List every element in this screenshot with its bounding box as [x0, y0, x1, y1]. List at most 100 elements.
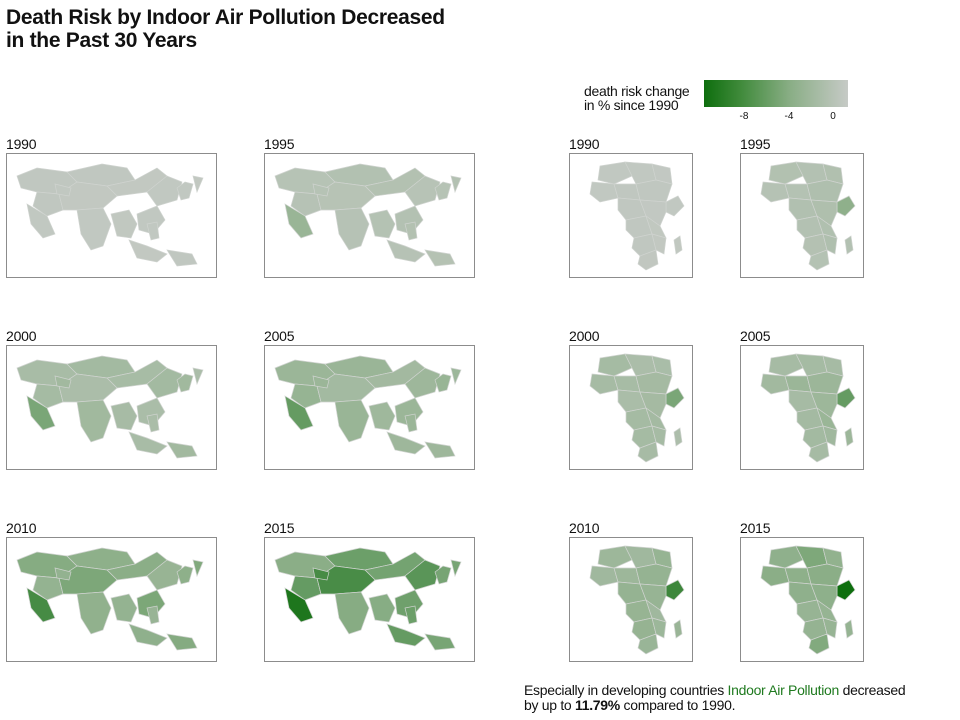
- country-region: [822, 233, 838, 255]
- africa-panel-label-2005: 2005: [740, 328, 771, 344]
- country-region: [316, 565, 376, 595]
- country-region: [424, 633, 456, 651]
- country-region: [166, 441, 198, 459]
- country-region: [597, 353, 633, 377]
- country-region: [613, 183, 641, 201]
- country-region: [26, 203, 56, 239]
- country-region: [32, 383, 64, 409]
- country-region: [784, 375, 812, 393]
- country-region: [146, 221, 160, 241]
- africa-panel-label-2000: 2000: [569, 328, 600, 344]
- asia-panel-label-1995: 1995: [264, 136, 295, 152]
- asia-map-panel-2015: [264, 537, 475, 662]
- country-region: [32, 191, 64, 217]
- country-region: [58, 181, 118, 211]
- country-region: [635, 179, 673, 203]
- country-region: [806, 371, 844, 395]
- country-region: [404, 605, 418, 625]
- country-region: [768, 353, 804, 377]
- country-region: [334, 207, 370, 251]
- asia-panel-label-2005: 2005: [264, 328, 295, 344]
- color-legend: death risk change in % since 1990 -8 -4 …: [580, 80, 860, 124]
- country-region: [386, 239, 426, 263]
- africa-panel-label-1990: 1990: [569, 136, 600, 152]
- country-region: [26, 587, 56, 623]
- country-region: [136, 589, 166, 619]
- country-region: [334, 399, 370, 443]
- country-region: [424, 249, 456, 267]
- country-region: [394, 589, 424, 619]
- country-region: [589, 565, 619, 587]
- country-region: [386, 431, 426, 455]
- country-region: [404, 413, 418, 433]
- caption-line-1: Especially in developing countries Indoo…: [524, 682, 906, 698]
- country-region: [673, 235, 683, 255]
- country-region: [176, 373, 194, 393]
- country-region: [110, 593, 138, 623]
- legend-title-line-2: in % since 1990: [584, 97, 679, 113]
- country-region: [316, 373, 376, 403]
- asia-panel-label-2000: 2000: [6, 328, 37, 344]
- country-region: [76, 591, 112, 635]
- legend-tick-mark: [833, 107, 834, 111]
- caption-value: 11.79%: [575, 697, 620, 713]
- map-svg: [760, 545, 856, 655]
- country-region: [290, 191, 322, 217]
- country-region: [760, 565, 790, 587]
- country-region: [110, 209, 138, 239]
- africa-panel-label-2010: 2010: [569, 520, 600, 536]
- country-region: [128, 239, 168, 263]
- country-region: [836, 579, 856, 601]
- legend-tick-label: 0: [830, 111, 836, 122]
- country-region: [290, 383, 322, 409]
- map-svg: [16, 163, 204, 267]
- country-region: [836, 195, 856, 217]
- country-region: [176, 565, 194, 585]
- country-region: [312, 375, 330, 389]
- caption-highlight: Indoor Air Pollution: [727, 682, 840, 698]
- map-svg: [760, 161, 856, 271]
- country-region: [334, 591, 370, 635]
- country-region: [284, 587, 314, 623]
- country-region: [128, 431, 168, 455]
- country-region: [284, 395, 314, 431]
- asia-map-panel-2005: [264, 345, 475, 470]
- country-region: [54, 375, 72, 389]
- chart-title-line-2: in the Past 30 Years: [6, 29, 197, 52]
- country-region: [386, 623, 426, 647]
- country-region: [844, 427, 854, 447]
- country-region: [166, 249, 198, 267]
- caption-line-2-suffix: compared to 1990.: [619, 697, 736, 713]
- country-region: [760, 181, 790, 203]
- country-region: [637, 441, 659, 463]
- map-svg: [760, 353, 856, 463]
- country-region: [312, 183, 330, 197]
- country-region: [450, 559, 462, 578]
- country-region: [128, 623, 168, 647]
- asia-panel-label-2010: 2010: [6, 520, 37, 536]
- map-svg: [589, 161, 685, 271]
- map-svg: [274, 547, 462, 651]
- country-region: [312, 567, 330, 581]
- country-region: [784, 183, 812, 201]
- country-region: [192, 175, 204, 194]
- country-region: [651, 233, 667, 255]
- map-svg: [16, 547, 204, 651]
- country-region: [404, 221, 418, 241]
- country-region: [146, 605, 160, 625]
- country-region: [192, 367, 204, 386]
- country-region: [434, 373, 452, 393]
- country-region: [589, 373, 619, 395]
- legend-tick-label: -4: [784, 111, 794, 122]
- map-svg: [589, 353, 685, 463]
- country-region: [635, 563, 673, 587]
- caption-text-part-2: decreased: [839, 682, 906, 698]
- country-region: [76, 399, 112, 443]
- country-region: [651, 425, 667, 447]
- country-region: [434, 565, 452, 585]
- africa-panel-label-1995: 1995: [740, 136, 771, 152]
- country-region: [76, 207, 112, 251]
- country-region: [192, 559, 204, 578]
- country-region: [597, 161, 633, 185]
- country-region: [32, 575, 64, 601]
